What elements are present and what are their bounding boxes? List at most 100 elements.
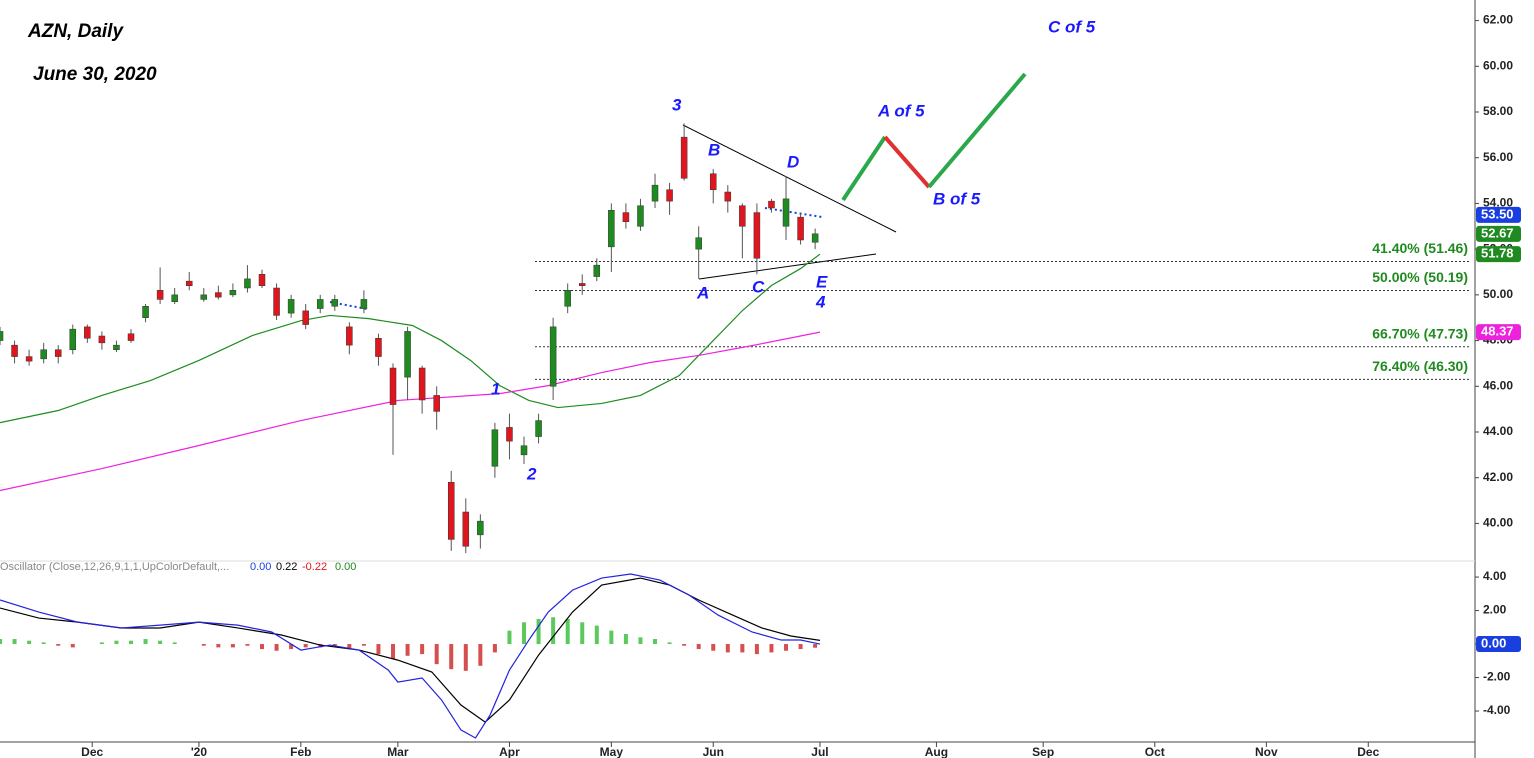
candle-body xyxy=(258,274,266,286)
x-tick-label: '20 xyxy=(191,745,208,758)
candle-body xyxy=(797,216,804,241)
wave-label: D xyxy=(787,152,799,171)
histogram-bar xyxy=(725,644,730,653)
candle-body xyxy=(491,429,499,467)
projection-up xyxy=(841,135,887,202)
candle-body xyxy=(477,520,484,536)
histogram-bar xyxy=(129,640,134,645)
y-tick-label: 42.00 xyxy=(1483,470,1513,484)
candle-body xyxy=(244,278,251,289)
histogram-bar xyxy=(580,622,585,645)
candle-body xyxy=(753,212,761,259)
x-tick-label: Jul xyxy=(811,745,828,758)
y-tick-label: 56.00 xyxy=(1483,150,1513,164)
candle-body xyxy=(360,299,368,309)
histogram-bar xyxy=(56,644,61,646)
y-tick-label: 50.00 xyxy=(1483,287,1513,301)
macd-line xyxy=(0,573,821,739)
histogram-bar xyxy=(70,644,75,648)
moving-average xyxy=(0,331,821,492)
trendline xyxy=(698,253,877,280)
candle-body xyxy=(142,306,149,318)
candle-body xyxy=(302,310,309,325)
wave-label: A of 5 xyxy=(877,101,925,120)
histogram-bar xyxy=(682,644,687,646)
price-tag xyxy=(1476,636,1521,653)
candle-body xyxy=(447,482,455,540)
histogram-bar xyxy=(303,644,308,648)
histogram-bar xyxy=(784,644,789,651)
histogram-bar xyxy=(361,644,366,646)
wave-label: C of 5 xyxy=(1048,17,1096,36)
fib-label: 76.40% (46.30) xyxy=(1372,358,1468,374)
candle-body xyxy=(389,367,397,405)
x-tick-label: Aug xyxy=(925,745,948,758)
marks: 40.0042.0044.0046.0048.0050.0052.0054.00… xyxy=(0,13,1521,758)
candle-body xyxy=(156,290,164,300)
histogram-bar xyxy=(216,644,221,648)
histogram-bar xyxy=(711,644,716,651)
histogram-bar xyxy=(551,617,556,645)
histogram-bar xyxy=(798,644,803,650)
histogram-bar xyxy=(143,639,148,645)
x-tick-label: Apr xyxy=(499,745,520,758)
projection-down xyxy=(883,135,931,189)
candle-body xyxy=(404,331,411,378)
candle-body xyxy=(0,331,4,341)
price-tag-label: 0.00 xyxy=(1481,635,1506,650)
y-tick-label: -4.00 xyxy=(1483,703,1511,717)
price-tag-label: 52.67 xyxy=(1481,225,1514,240)
histogram-bar xyxy=(667,642,672,645)
histogram-bar xyxy=(41,642,46,645)
candle-body xyxy=(375,338,382,357)
candle-body xyxy=(535,420,542,437)
x-tick-label: Jun xyxy=(703,745,724,758)
candle-body xyxy=(84,326,91,339)
candle-body xyxy=(564,290,571,307)
price-tag xyxy=(1476,324,1521,341)
projection-up xyxy=(927,72,1027,189)
histogram-bar xyxy=(114,640,119,645)
histogram-bar xyxy=(172,642,177,645)
histogram-bar xyxy=(754,644,759,655)
candle-body xyxy=(520,445,528,456)
histogram-bar xyxy=(638,637,643,645)
price-tag xyxy=(1476,225,1521,242)
candle-body xyxy=(287,299,295,314)
candle-body xyxy=(316,299,324,309)
wave-label: 2 xyxy=(526,464,537,483)
candle-body xyxy=(185,280,193,286)
histogram-bar xyxy=(405,644,410,656)
histogram-bar xyxy=(260,644,265,650)
trendline xyxy=(682,124,897,233)
candle-body xyxy=(637,205,644,227)
oscillator-legend: Oscillator (Close,12,26,9,1,1,UpColorDef… xyxy=(0,561,229,573)
candle-body xyxy=(462,511,470,547)
histogram-bar xyxy=(99,642,104,645)
candle-body xyxy=(506,427,513,442)
histogram-bar xyxy=(653,639,658,645)
candle-body xyxy=(666,189,673,202)
candle-body xyxy=(811,233,819,243)
candle-body xyxy=(593,264,601,277)
histogram-bar xyxy=(274,644,279,651)
price-tag-label: 53.50 xyxy=(1481,206,1514,221)
x-tick-label: Dec xyxy=(81,745,103,758)
y-tick-label: 40.00 xyxy=(1483,516,1513,530)
histogram-bar xyxy=(769,644,774,653)
legend-value: 0.22 xyxy=(276,561,297,573)
x-tick-label: Sep xyxy=(1032,745,1054,758)
candle-body xyxy=(346,326,353,346)
candle-body xyxy=(25,356,33,362)
candle-body xyxy=(113,344,120,350)
histogram-bar xyxy=(27,640,32,645)
histogram-bar xyxy=(434,644,439,665)
candle-body xyxy=(433,395,440,412)
y-tick-label: 46.00 xyxy=(1483,378,1513,392)
histogram-bar xyxy=(813,644,818,648)
histogram-bar xyxy=(230,644,235,648)
y-tick-label: 4.00 xyxy=(1483,569,1507,583)
candle-body xyxy=(549,326,557,387)
price-tag xyxy=(1476,206,1521,223)
histogram-bar xyxy=(318,644,323,648)
